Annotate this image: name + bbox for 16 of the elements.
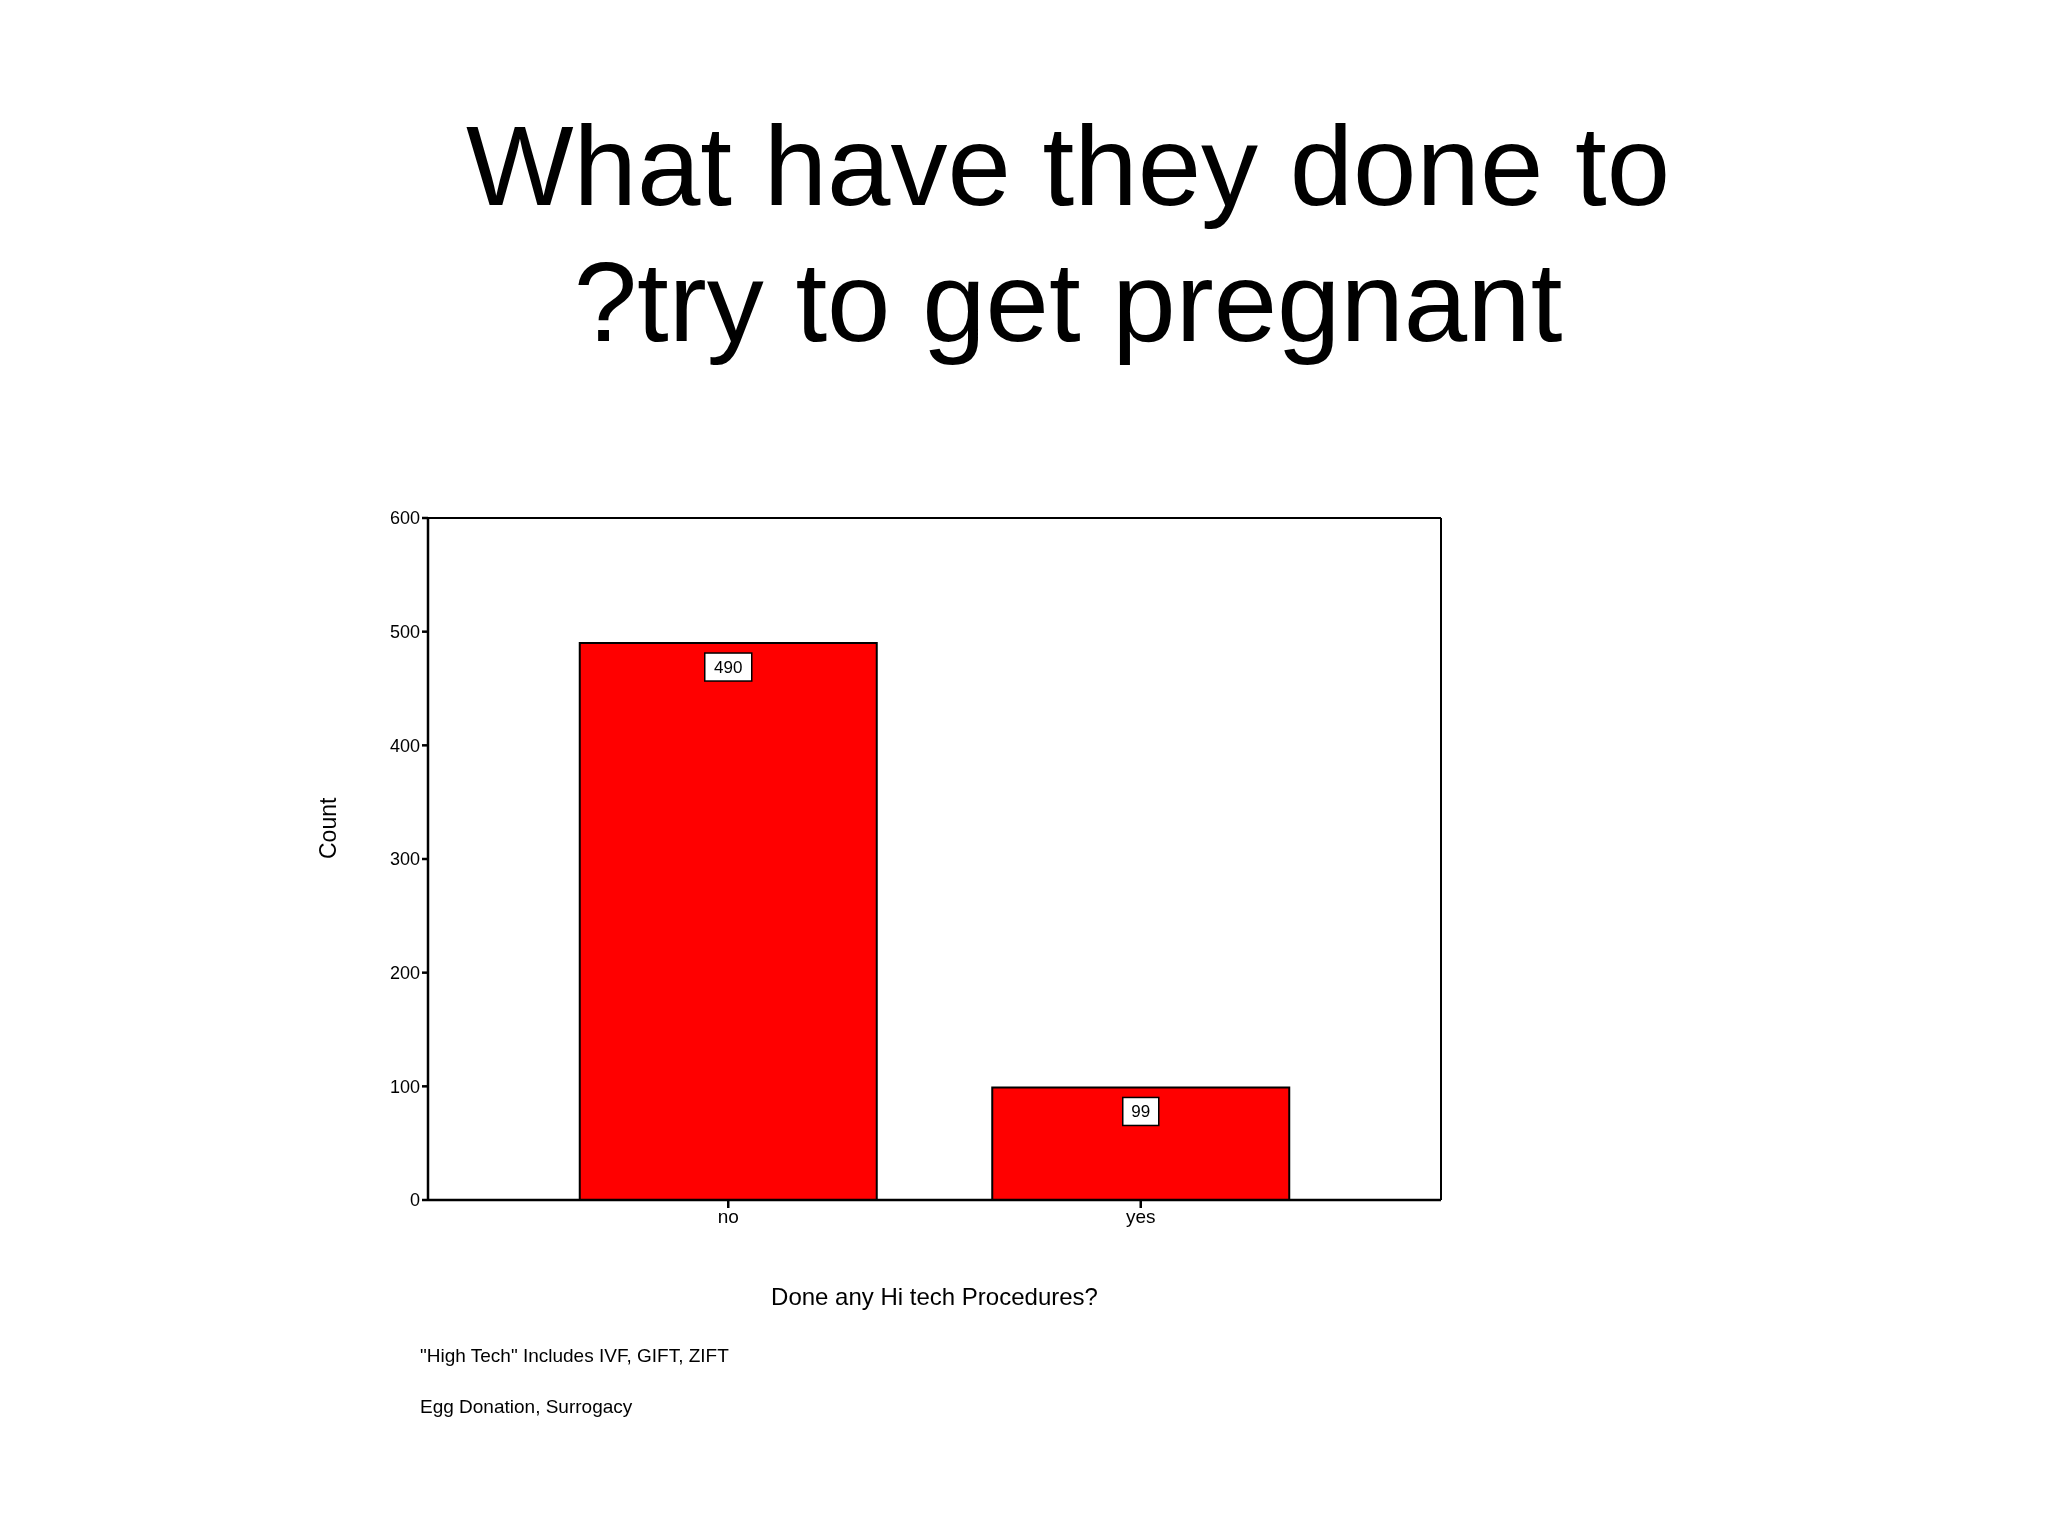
y-tick-label: 200	[389, 963, 420, 984]
chart-title: What have they done to ?try to get pregnant	[464, 101, 1672, 367]
x-axis-title: Done any Hi tech Procedures?	[771, 1283, 1098, 1310]
x-tick-label: yes	[1125, 1206, 1156, 1228]
data-label: 490	[714, 658, 743, 678]
data-label: 99	[1131, 1102, 1151, 1122]
text: Egg Donation, Surrogacy	[420, 1396, 633, 1418]
y-tick-label: 0	[409, 1190, 420, 1211]
y-axis-title: Count	[315, 797, 342, 859]
y-tick-label: 400	[389, 735, 420, 756]
y-tick-label: 100	[389, 1076, 420, 1097]
text: "High Tech" Includes IVF, GIFT, ZIFT	[420, 1345, 729, 1367]
y-tick-label: 500	[389, 622, 420, 643]
x-tick-label: no	[717, 1206, 739, 1228]
y-tick-label: 600	[389, 508, 420, 529]
y-tick-label: 300	[389, 849, 420, 870]
